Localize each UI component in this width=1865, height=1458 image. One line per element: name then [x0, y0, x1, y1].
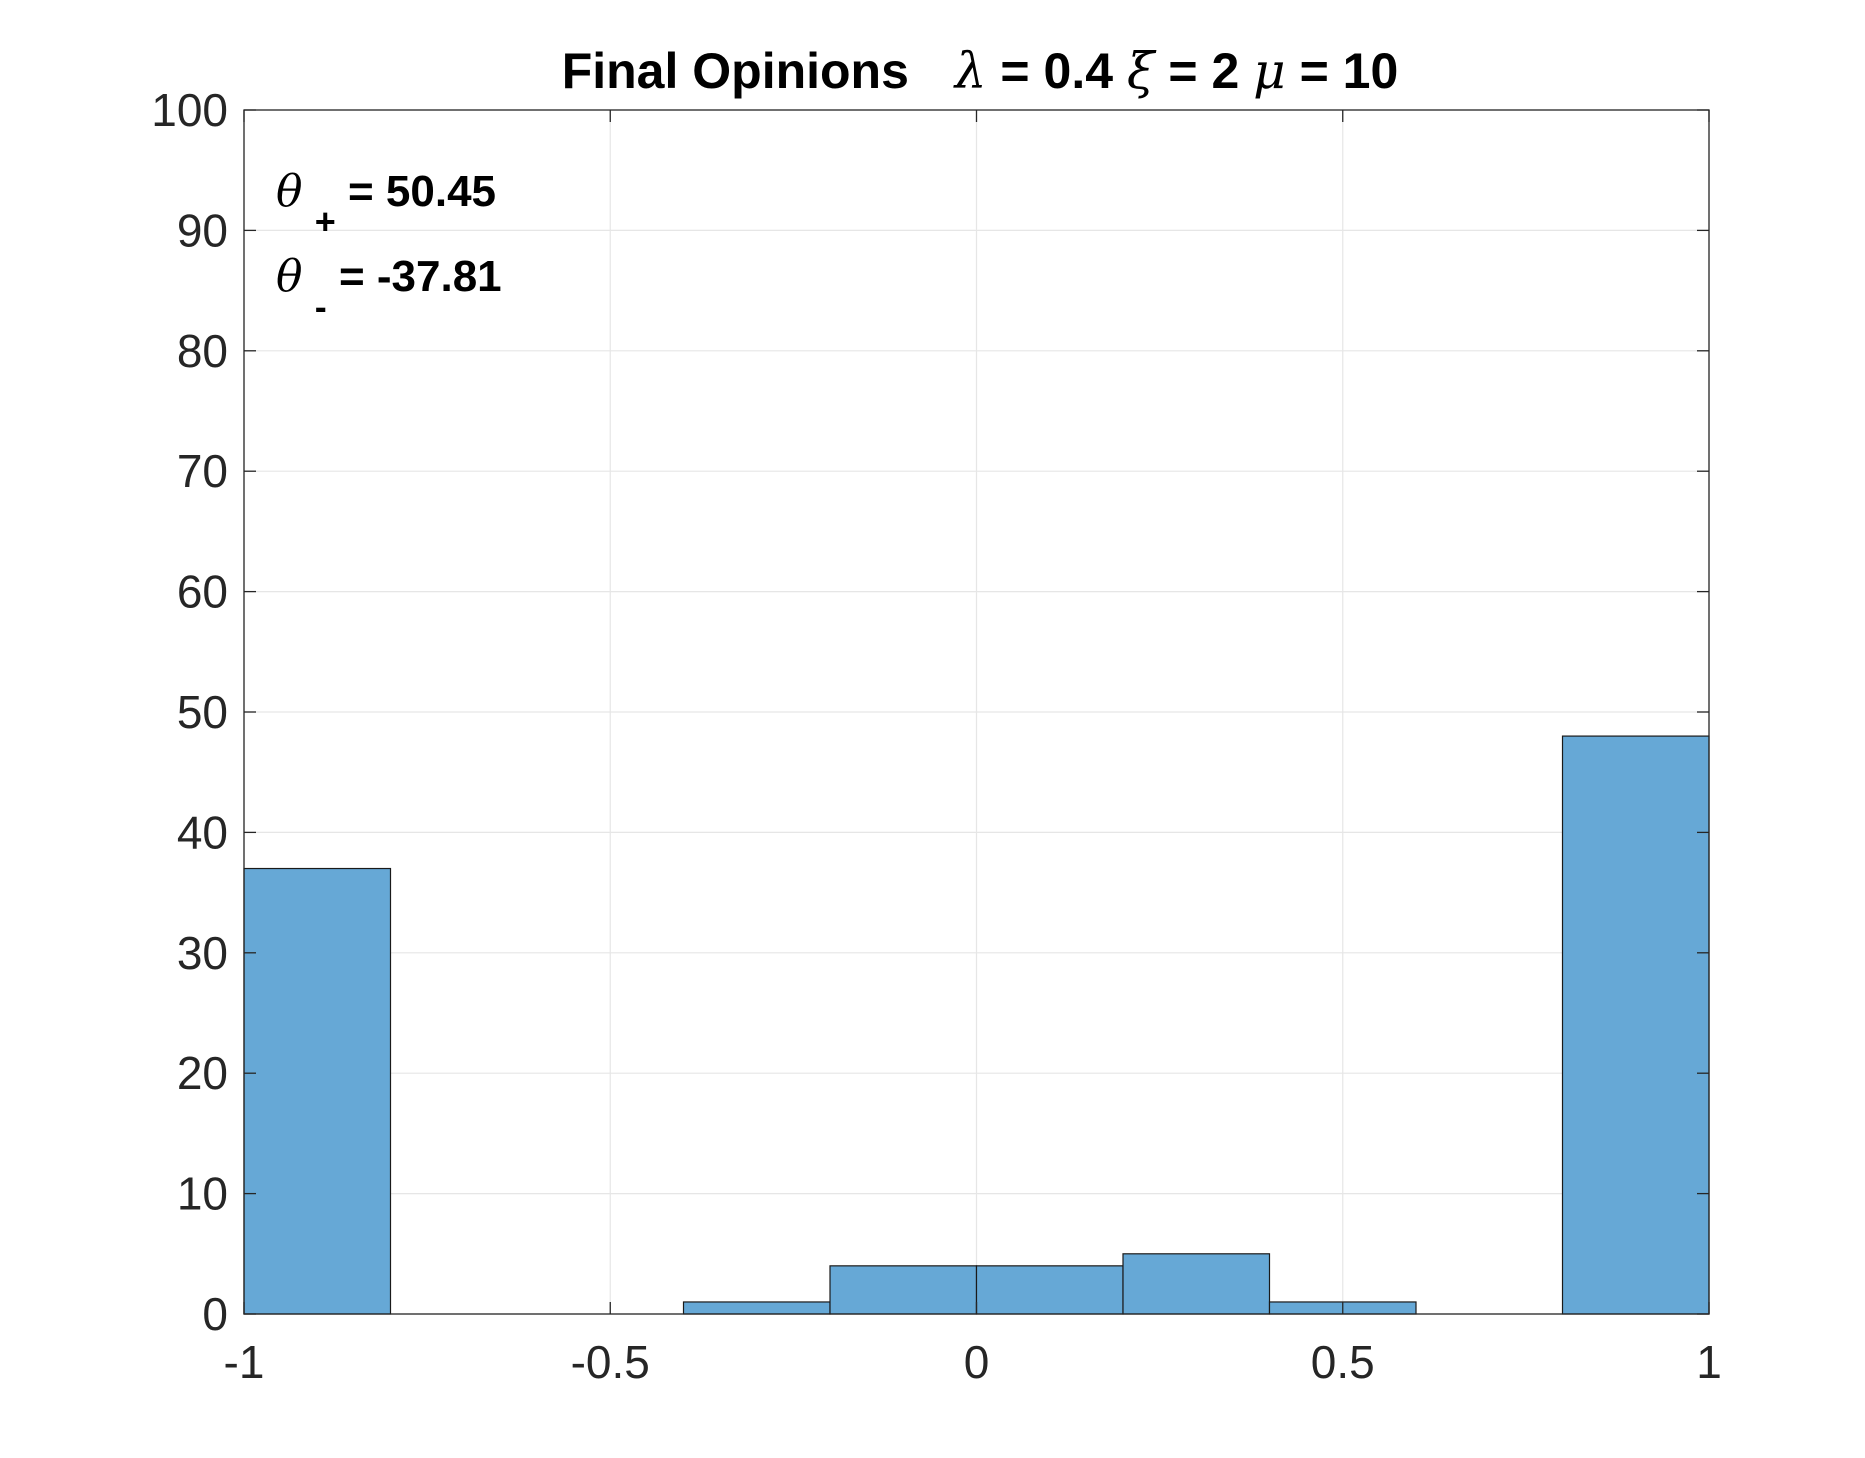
- mu-value: = 10: [1300, 43, 1399, 99]
- theta-plus-annotation: θ + = 50.45: [276, 166, 496, 244]
- x-tick-label: -1: [224, 1336, 265, 1388]
- y-tick-label: 90: [177, 204, 228, 256]
- lambda-symbol: λ: [953, 42, 987, 100]
- y-tick-label: 70: [177, 445, 228, 497]
- histogram-bar: [1122, 1253, 1271, 1315]
- plus-subscript: +: [315, 201, 336, 242]
- minus-subscript: -: [315, 286, 327, 327]
- histogram-bar: [1561, 735, 1710, 1315]
- y-tick-label: 0: [202, 1288, 228, 1340]
- y-tick-label: 80: [177, 325, 228, 377]
- theta-minus-value: = -37.81: [339, 252, 502, 301]
- y-tick-label: 20: [177, 1047, 228, 1099]
- x-tick-label: 0.5: [1311, 1336, 1375, 1388]
- histogram-bar: [243, 867, 392, 1315]
- x-tick-labels: -1 -0.5 0 0.5 1: [224, 1336, 1722, 1388]
- title-prefix: Final Opinions: [562, 43, 909, 99]
- xi-value: = 2: [1168, 43, 1253, 99]
- tick-marks: [243, 109, 1710, 1315]
- y-tick-label: 50: [177, 686, 228, 738]
- x-tick-label: -0.5: [571, 1336, 650, 1388]
- y-tick-label: 60: [177, 566, 228, 618]
- histogram-bar: [975, 1265, 1124, 1315]
- histogram-bar: [829, 1265, 978, 1315]
- theta-minus-annotation: θ - = -37.81: [276, 251, 502, 329]
- y-tick-label: 30: [177, 927, 228, 979]
- y-tick-label: 10: [177, 1168, 228, 1220]
- x-tick-label: 0: [964, 1336, 990, 1388]
- y-tick-labels: 0 10 20 30 40 50 60 70 80 90 100: [151, 84, 228, 1340]
- y-tick-label: 40: [177, 806, 228, 858]
- histogram-bar: [682, 1301, 831, 1315]
- mu-symbol: μ: [1253, 42, 1286, 100]
- grid-lines: [243, 109, 1710, 1315]
- chart-title: Final Opinions λ = 0.4 ξ = 2 μ = 10: [562, 42, 1399, 100]
- y-tick-label: 100: [151, 84, 228, 136]
- xi-symbol: ξ: [1127, 42, 1157, 100]
- x-tick-label: 1: [1696, 1336, 1722, 1388]
- lambda-value: = 0.4: [1000, 43, 1127, 99]
- histogram-bars: [243, 735, 1710, 1315]
- theta-plus-value: = 50.45: [348, 167, 496, 216]
- theta-symbol: θ: [276, 251, 303, 302]
- theta-symbol: θ: [276, 166, 303, 217]
